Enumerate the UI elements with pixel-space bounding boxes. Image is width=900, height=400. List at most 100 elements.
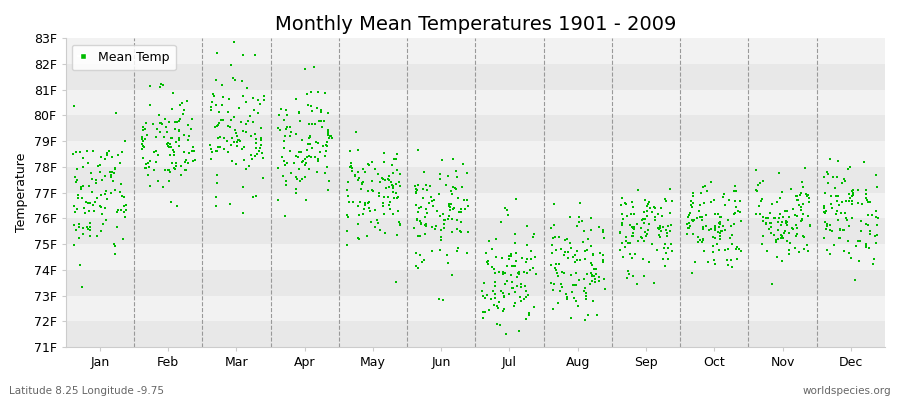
Point: [832, 235, 846, 242]
Point: [553, 288, 567, 294]
Point: [175, 100, 189, 106]
Point: [442, 201, 456, 208]
Point: [223, 116, 238, 123]
Point: [303, 134, 318, 140]
Point: [554, 281, 568, 287]
Point: [374, 174, 389, 181]
Point: [449, 168, 464, 174]
Point: [149, 125, 164, 132]
Point: [778, 228, 792, 234]
Point: [385, 162, 400, 168]
Point: [524, 248, 538, 254]
Text: Latitude 8.25 Longitude -9.75: Latitude 8.25 Longitude -9.75: [9, 386, 164, 396]
Point: [164, 144, 178, 150]
Point: [831, 158, 845, 164]
Point: [791, 202, 806, 209]
Point: [706, 233, 720, 240]
Point: [682, 225, 697, 232]
Point: [760, 248, 774, 254]
Point: [863, 199, 878, 206]
Point: [560, 236, 574, 242]
Point: [510, 274, 525, 280]
Point: [614, 202, 628, 208]
Bar: [66, 116, 885, 141]
Point: [756, 214, 770, 220]
Point: [840, 216, 854, 223]
Point: [615, 222, 629, 228]
Point: [382, 173, 396, 179]
Point: [424, 193, 438, 200]
Text: worldspecies.org: worldspecies.org: [803, 386, 891, 396]
Point: [785, 224, 799, 231]
Point: [508, 258, 523, 264]
Point: [180, 160, 194, 166]
Point: [72, 224, 86, 230]
Point: [686, 200, 700, 206]
Point: [711, 210, 725, 217]
Point: [644, 241, 659, 248]
Point: [749, 166, 763, 173]
Point: [227, 114, 241, 120]
Point: [373, 226, 387, 233]
Point: [409, 189, 423, 196]
Point: [730, 244, 744, 250]
Point: [159, 129, 174, 136]
Point: [451, 245, 465, 251]
Point: [790, 196, 805, 203]
Point: [488, 291, 502, 297]
Bar: [66, 167, 885, 193]
Point: [508, 262, 522, 269]
Point: [843, 254, 858, 261]
Point: [596, 227, 610, 233]
Point: [103, 169, 117, 175]
Title: Monthly Mean Temperatures 1901 - 2009: Monthly Mean Temperatures 1901 - 2009: [274, 15, 676, 34]
Point: [690, 234, 705, 240]
Point: [693, 214, 707, 220]
Point: [184, 148, 199, 154]
Point: [820, 246, 834, 253]
Point: [561, 249, 575, 256]
Point: [513, 294, 527, 300]
Point: [118, 214, 132, 220]
Point: [347, 173, 362, 180]
Point: [365, 188, 380, 194]
Point: [280, 159, 294, 166]
Point: [795, 179, 809, 185]
Point: [519, 270, 534, 276]
Point: [500, 278, 514, 284]
Point: [69, 179, 84, 185]
Point: [435, 156, 449, 163]
Point: [800, 193, 814, 200]
Point: [386, 170, 400, 176]
Point: [849, 243, 863, 250]
Point: [304, 153, 319, 160]
Point: [154, 120, 168, 126]
Point: [214, 82, 229, 88]
Point: [367, 224, 382, 230]
Point: [686, 230, 700, 237]
Point: [582, 281, 597, 287]
Point: [620, 268, 634, 274]
Point: [616, 220, 630, 226]
Point: [770, 254, 784, 260]
Bar: [66, 141, 885, 167]
Point: [450, 248, 464, 254]
Point: [315, 124, 329, 130]
Point: [551, 272, 565, 279]
Point: [274, 154, 289, 161]
Point: [824, 205, 839, 211]
Point: [716, 191, 731, 198]
Point: [630, 281, 644, 287]
Point: [685, 270, 699, 276]
Point: [489, 270, 503, 276]
Point: [763, 219, 778, 226]
Point: [770, 236, 785, 242]
Point: [246, 194, 260, 200]
Point: [567, 282, 581, 289]
Point: [522, 311, 536, 318]
Point: [496, 294, 510, 300]
Point: [615, 211, 629, 218]
Point: [636, 209, 651, 215]
Point: [580, 312, 595, 318]
Point: [869, 222, 884, 228]
